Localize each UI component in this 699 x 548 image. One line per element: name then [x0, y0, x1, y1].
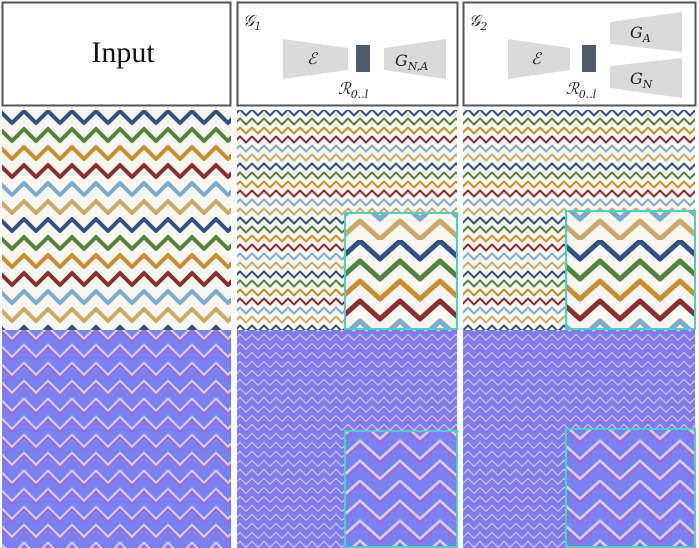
decoder — [384, 39, 446, 79]
encoder-label: ℰ — [307, 49, 319, 68]
symbol: G — [395, 51, 408, 70]
latent-label: ℛ0..l — [566, 79, 597, 101]
subscript: 1 — [254, 20, 261, 33]
images — [2, 110, 696, 548]
subscript: A — [642, 32, 651, 45]
title: 𝒢2 — [469, 11, 487, 33]
zoom-inset — [344, 430, 458, 548]
subscript: 2 — [479, 20, 487, 33]
latent — [356, 45, 370, 72]
decoder-label: GN — [630, 69, 653, 91]
zoom-inset — [565, 210, 696, 330]
encoder-label: ℰ — [531, 49, 543, 68]
subscript: 0..l — [351, 88, 369, 101]
encoder — [508, 39, 570, 79]
subscript: 0..l — [579, 88, 597, 101]
symbol: ℛ — [338, 79, 352, 98]
decoder — [610, 12, 682, 52]
panel-box — [1, 1, 232, 107]
zoom-inset — [565, 428, 696, 548]
title: 𝒢1 — [243, 11, 261, 33]
zoom-inset — [344, 212, 458, 330]
symbol: 𝒢 — [469, 11, 483, 30]
symbol: ℛ — [566, 79, 580, 98]
latent — [582, 45, 596, 72]
subscript: N — [642, 78, 653, 91]
texture-image — [2, 110, 231, 330]
decoder-label: GN,A — [395, 51, 428, 73]
subscript: N,A — [407, 60, 428, 73]
symbol: G — [630, 23, 643, 42]
texture-image — [2, 330, 231, 548]
input-label: Input — [91, 36, 155, 69]
latent-label: ℛ0..l — [338, 79, 369, 101]
encoder — [283, 39, 348, 79]
decoder — [610, 58, 682, 98]
symbol: G — [630, 69, 643, 88]
decoder-label: GA — [630, 23, 651, 45]
symbol: 𝒢 — [243, 11, 257, 30]
